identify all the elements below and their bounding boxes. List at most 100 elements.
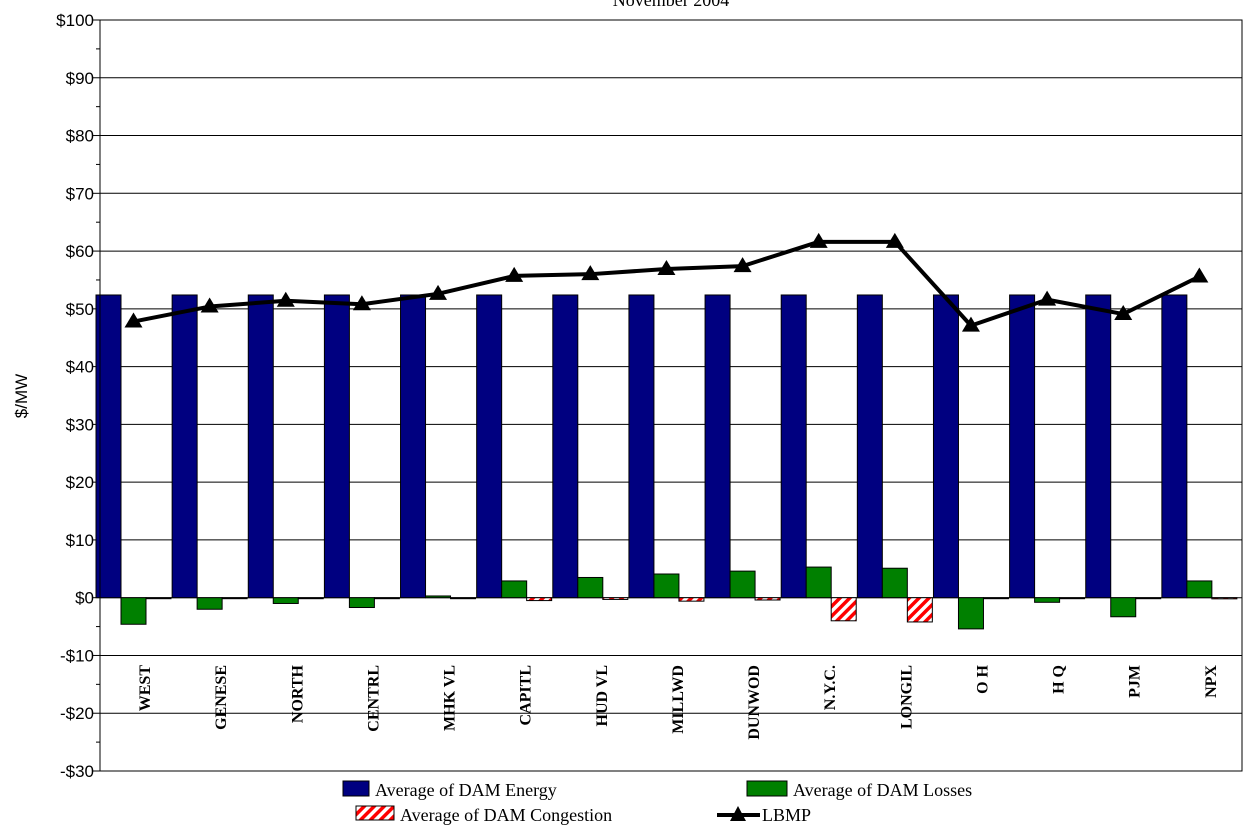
bar-average-of-dam-congestion-13 <box>1135 597 1162 600</box>
lbmp-marker-2 <box>276 291 295 307</box>
bar-average-of-dam-losses-6 <box>577 576 604 599</box>
bar-average-of-dam-energy-6 <box>552 294 579 599</box>
category-label: PJM <box>1127 665 1144 698</box>
lbmp-line-series <box>124 232 1209 332</box>
y-tick-label: $40 <box>66 358 94 377</box>
lbmp-marker-5 <box>505 266 524 282</box>
bar-average-of-dam-losses-4 <box>425 595 452 599</box>
bar-average-of-dam-energy-3 <box>323 294 350 599</box>
y-tick-label: $20 <box>66 473 94 492</box>
bar-average-of-dam-energy-13 <box>1085 294 1112 599</box>
y-axis-label: $/MW <box>12 374 31 418</box>
bar-average-of-dam-losses-9 <box>805 566 832 599</box>
lbmp-marker-9 <box>809 232 828 248</box>
category-label: N.Y.C. <box>822 665 839 710</box>
bar-average-of-dam-congestion-14 <box>1211 597 1238 600</box>
bar-average-of-dam-congestion-10 <box>906 597 933 623</box>
category-label: CAPITL <box>518 665 535 725</box>
legend-marker-lbmp <box>730 806 746 821</box>
lbmp-marker-0 <box>124 312 143 328</box>
y-tick-label: -$10 <box>60 646 94 665</box>
lbmp-marker-10 <box>885 232 904 248</box>
y-tick-label: $50 <box>66 300 94 319</box>
y-tick-label: -$30 <box>60 762 94 781</box>
bar-average-of-dam-congestion-5 <box>526 597 553 602</box>
lbmp-marker-12 <box>1038 290 1057 306</box>
category-label: MHK VL <box>442 665 459 731</box>
lbmp-line <box>133 239 1201 328</box>
bar-average-of-dam-losses-5 <box>501 580 528 599</box>
bar-average-of-dam-congestion-9 <box>830 597 857 622</box>
bar-average-of-dam-congestion-11 <box>982 597 1009 600</box>
bar-average-of-dam-congestion-6 <box>602 597 629 600</box>
bar-average-of-dam-congestion-7 <box>678 597 705 602</box>
lbmp-marker-1 <box>200 297 219 313</box>
bar-average-of-dam-losses-8 <box>729 570 756 599</box>
bar-average-of-dam-losses-13 <box>1110 597 1137 618</box>
y-axis-ticks: $100 $90 $80 $70 $60 $50 $40 $30 $20 $10 $0 -$10 -$2… <box>56 11 100 781</box>
category-label: O H <box>974 664 991 693</box>
y-tick-label: $80 <box>66 127 94 146</box>
bar-average-of-dam-congestion-0 <box>145 597 172 600</box>
y-tick-label: -$20 <box>60 704 94 723</box>
category-label: NPX <box>1203 665 1220 698</box>
bar-average-of-dam-energy-5 <box>476 294 503 599</box>
bar-average-of-dam-losses-11 <box>957 597 984 630</box>
legend-label-congestion: Average of DAM Congestion <box>400 805 612 825</box>
category-label: HUD VL <box>594 665 611 727</box>
category-labels: WEST GENESE NORTH CENTRL MHK VL CAPITL HUD VL M… <box>137 664 1220 739</box>
legend: Average of DAM Energy Average of DAM Los… <box>342 780 972 825</box>
bar-average-of-dam-congestion-2 <box>297 597 324 600</box>
y-tick-label: $30 <box>66 415 94 434</box>
bar-average-of-dam-losses-3 <box>348 597 375 609</box>
lbmp-marker-7 <box>657 259 676 275</box>
bar-average-of-dam-losses-1 <box>196 597 223 610</box>
legend-swatch-congestion <box>355 805 395 821</box>
category-label: DUNWOD <box>746 665 763 740</box>
bar-average-of-dam-congestion-3 <box>373 597 400 600</box>
bar-average-of-dam-losses-0 <box>120 597 147 625</box>
bar-average-of-dam-energy-14 <box>1161 294 1188 599</box>
y-tick-label: $70 <box>66 184 94 203</box>
bar-average-of-dam-energy-7 <box>628 294 655 599</box>
legend-swatch-energy <box>342 780 370 797</box>
category-label: CENTRL <box>365 665 382 732</box>
category-label: LONGIL <box>898 665 915 729</box>
bar-average-of-dam-losses-14 <box>1186 580 1213 599</box>
plot-area-border <box>99 19 1243 772</box>
category-label: NORTH <box>289 664 306 723</box>
bar-average-of-dam-energy-2 <box>247 294 274 599</box>
y-tick-label: $90 <box>66 69 94 88</box>
category-label: GENESE <box>213 665 230 730</box>
lbmp-marker-6 <box>581 265 600 281</box>
bar-average-of-dam-energy-10 <box>856 294 883 599</box>
bars <box>95 294 1238 630</box>
y-tick-label: $0 <box>75 589 94 608</box>
bar-average-of-dam-energy-12 <box>1009 294 1036 599</box>
bar-average-of-dam-congestion-4 <box>450 597 477 600</box>
bar-average-of-dam-congestion-1 <box>221 597 248 600</box>
bar-average-of-dam-energy-8 <box>704 294 731 599</box>
y-tick-label: $10 <box>66 531 94 550</box>
lbmp-marker-14 <box>1190 267 1209 283</box>
bar-average-of-dam-energy-9 <box>780 294 807 599</box>
bar-average-of-dam-energy-11 <box>932 294 959 599</box>
category-label: H Q <box>1051 665 1068 694</box>
bar-average-of-dam-energy-1 <box>171 294 198 599</box>
lbmp-marker-8 <box>733 257 752 273</box>
lbmp-marker-13 <box>1114 305 1133 321</box>
category-label: WEST <box>137 665 154 712</box>
lbmp-marker-4 <box>429 284 448 300</box>
bar-average-of-dam-losses-2 <box>272 597 299 604</box>
bar-average-of-dam-losses-10 <box>881 567 908 599</box>
y-tick-label: $100 <box>56 11 94 30</box>
bar-average-of-dam-congestion-12 <box>1059 597 1086 600</box>
lbmp-marker-11 <box>961 316 980 332</box>
bar-average-of-dam-losses-12 <box>1034 597 1061 603</box>
bar-average-of-dam-energy-4 <box>400 294 427 599</box>
legend-label-lbmp: LBMP <box>762 805 811 825</box>
legend-label-energy: Average of DAM Energy <box>375 780 557 800</box>
category-label: MILLWD <box>670 665 687 734</box>
legend-label-losses: Average of DAM Losses <box>793 780 972 800</box>
